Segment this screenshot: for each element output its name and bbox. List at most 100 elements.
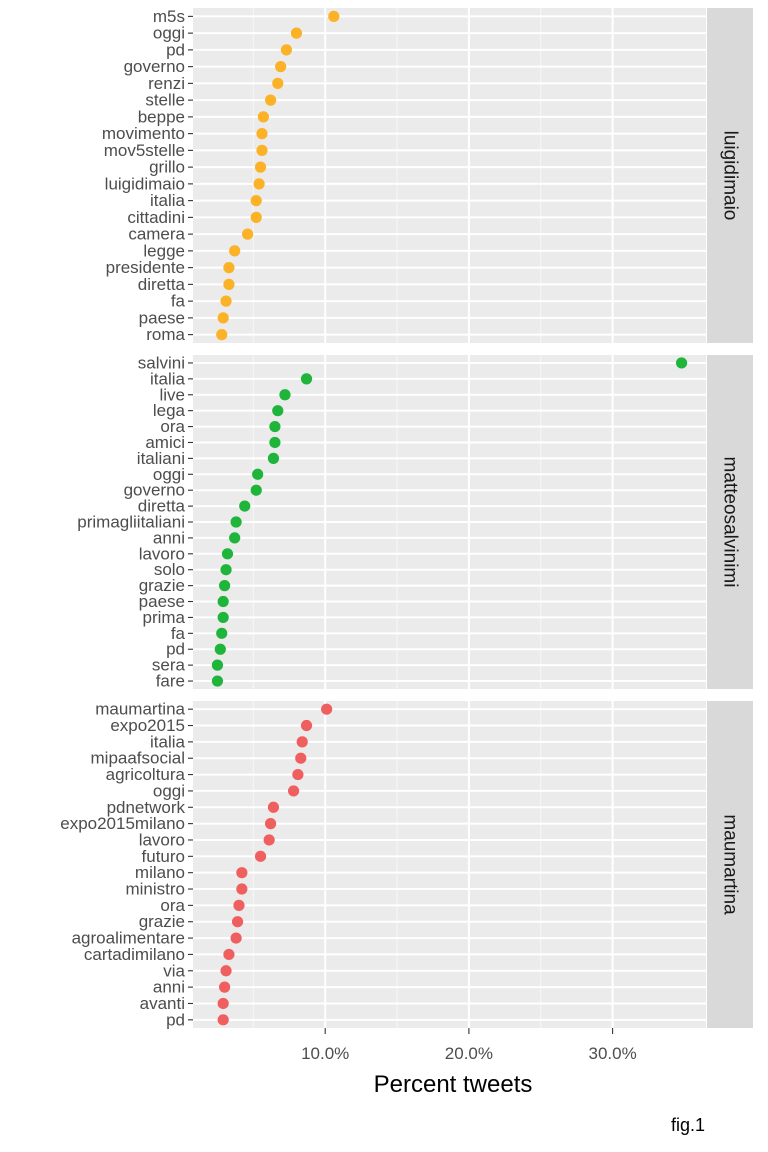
y-tick-label: legge bbox=[143, 241, 185, 260]
data-point bbox=[272, 77, 284, 89]
x-axis-title: Percent tweets bbox=[374, 1071, 533, 1098]
data-point bbox=[269, 420, 281, 433]
data-point bbox=[229, 532, 241, 544]
y-tick-label: fa bbox=[171, 292, 186, 311]
y-tick-label: futuro bbox=[142, 847, 185, 866]
x-axis: 10.0% 20.0% 30.0% bbox=[301, 1028, 637, 1063]
y-tick-label: amici bbox=[145, 433, 185, 452]
data-point bbox=[254, 850, 267, 862]
data-point bbox=[279, 389, 291, 401]
data-point bbox=[220, 295, 232, 307]
y-tick-label: oggi bbox=[153, 781, 185, 800]
data-point bbox=[300, 373, 313, 385]
panel-background bbox=[193, 8, 706, 343]
data-point bbox=[231, 916, 244, 928]
y-tick-label: anni bbox=[153, 528, 185, 547]
y-tick-label: ora bbox=[160, 417, 185, 436]
data-point bbox=[264, 94, 277, 106]
data-point bbox=[236, 867, 248, 879]
y-tick-label: italiani bbox=[137, 449, 185, 468]
panel-matteosalvinimi: salviniitalialivelegaoraamiciitalianiogg… bbox=[77, 353, 753, 691]
data-point bbox=[217, 595, 229, 608]
data-point bbox=[269, 436, 281, 449]
data-point bbox=[290, 27, 303, 39]
y-tick-label: oggi bbox=[153, 465, 185, 484]
y-tick-label: diretta bbox=[138, 497, 186, 516]
data-point bbox=[264, 818, 277, 830]
data-point bbox=[280, 44, 293, 56]
y-tick-label: m5s bbox=[153, 7, 185, 26]
y-tick-label: ministro bbox=[125, 880, 185, 899]
y-tick-label: beppe bbox=[138, 107, 185, 126]
y-tick-label: italia bbox=[150, 732, 186, 751]
data-point bbox=[295, 752, 307, 764]
y-tick-label: roma bbox=[146, 325, 185, 344]
y-tick-label: pd bbox=[166, 1010, 185, 1029]
data-point bbox=[300, 719, 313, 732]
y-tick-label: expo2015 bbox=[110, 716, 185, 735]
y-tick-label: primagliitaliani bbox=[77, 513, 185, 532]
data-point bbox=[211, 659, 224, 671]
data-point bbox=[328, 10, 340, 22]
y-tick-label: mov5stelle bbox=[104, 141, 185, 160]
y-tick-label: presidente bbox=[106, 258, 185, 277]
data-point bbox=[219, 580, 231, 592]
y-tick-label: pdnetwork bbox=[107, 798, 186, 817]
y-tick-label: cittadini bbox=[127, 208, 185, 227]
y-tick-label: agricoltura bbox=[106, 765, 186, 784]
panel-maumartina: maumartinaexpo2015italiamipaafsocialagri… bbox=[60, 700, 753, 1029]
data-point bbox=[292, 768, 304, 781]
data-point bbox=[250, 211, 262, 223]
data-point bbox=[321, 703, 333, 715]
y-tick-label: milano bbox=[135, 863, 185, 882]
y-tick-label: grazie bbox=[139, 912, 185, 931]
y-tick-label: ora bbox=[160, 896, 185, 915]
y-tick-label: cartadimilano bbox=[84, 945, 185, 964]
data-point bbox=[229, 245, 241, 257]
y-tick-label: anni bbox=[153, 978, 185, 997]
figure-caption: fig.1 bbox=[671, 1115, 705, 1135]
data-point bbox=[256, 144, 268, 156]
data-point bbox=[211, 675, 224, 687]
y-tick-label: movimento bbox=[102, 124, 185, 143]
y-tick-label: expo2015milano bbox=[60, 814, 185, 833]
y-tick-label: avanti bbox=[140, 994, 185, 1013]
data-point bbox=[214, 643, 226, 655]
data-point bbox=[287, 785, 300, 797]
y-tick-label: italia bbox=[150, 369, 186, 388]
data-point bbox=[217, 611, 229, 624]
data-point bbox=[267, 452, 280, 464]
data-point bbox=[254, 161, 267, 173]
data-point bbox=[220, 965, 232, 977]
y-tick-label: lega bbox=[153, 401, 186, 420]
data-point bbox=[216, 627, 228, 639]
y-tick-label: grazie bbox=[139, 576, 185, 595]
y-tick-label: via bbox=[163, 961, 185, 980]
y-tick-label: renzi bbox=[148, 74, 185, 93]
y-tick-label: stelle bbox=[145, 91, 185, 110]
data-point bbox=[217, 312, 229, 324]
y-tick-label: pd bbox=[166, 640, 185, 659]
panel-background bbox=[193, 701, 706, 1028]
data-point bbox=[217, 997, 229, 1010]
y-tick-label: governo bbox=[124, 481, 185, 500]
data-point bbox=[267, 801, 280, 813]
data-point bbox=[223, 948, 235, 961]
y-tick-label: fa bbox=[171, 624, 186, 643]
y-tick-label: camera bbox=[128, 225, 185, 244]
data-point bbox=[242, 228, 254, 240]
y-tick-label: grillo bbox=[149, 158, 185, 177]
y-tick-label: fare bbox=[156, 672, 185, 691]
facet-strip bbox=[707, 8, 753, 343]
data-point bbox=[217, 1014, 229, 1026]
data-point bbox=[236, 883, 248, 895]
facet-strip-label: matteosalvinimi bbox=[720, 457, 741, 588]
y-tick-label: lavoro bbox=[139, 544, 185, 563]
y-tick-label: diretta bbox=[138, 275, 186, 294]
data-point bbox=[296, 736, 308, 748]
data-point bbox=[220, 564, 232, 576]
y-tick-label: salvini bbox=[138, 353, 185, 372]
y-tick-label: sera bbox=[152, 656, 186, 675]
y-tick-label: lavoro bbox=[139, 830, 185, 849]
data-point bbox=[263, 834, 275, 846]
